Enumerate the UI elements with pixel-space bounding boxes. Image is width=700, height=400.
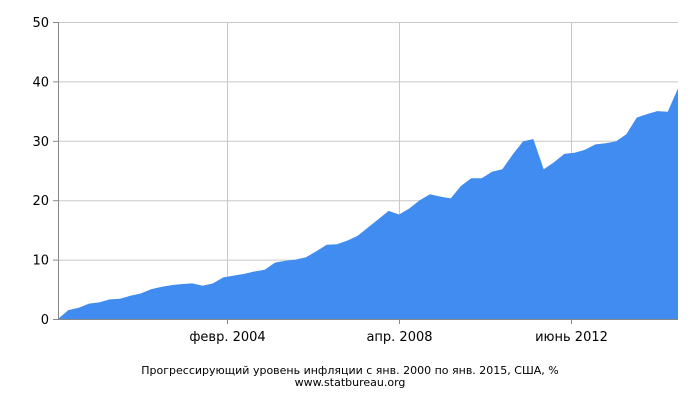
tick-labels: 0 10 20 30 40 50 февр. 2004 апр. 2008 июнь 2012 [32,16,607,345]
y-tick-label: 10 [32,254,49,269]
y-tick-label: 20 [32,194,49,209]
series-layer [58,88,678,319]
inflation-area [58,88,678,319]
y-tick-label: 40 [32,75,49,90]
x-tick-label: февр. 2004 [189,330,265,345]
y-tick-label: 0 [41,313,49,328]
axes [53,22,678,324]
chart-source: www.statbureau.org [294,376,406,389]
y-tick-label: 30 [32,135,49,150]
x-tick-label: апр. 2008 [366,330,432,345]
y-tick-label: 50 [32,16,49,31]
chart-title: Прогрессирующий уровень инфляции с янв. … [141,364,559,377]
x-tick-label: июнь 2012 [535,330,608,345]
